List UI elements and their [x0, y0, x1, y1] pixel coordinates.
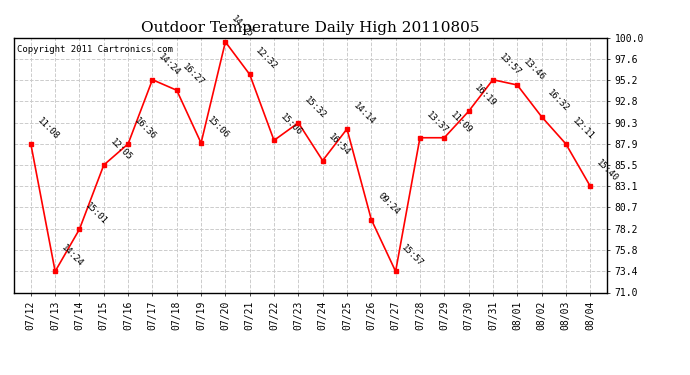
Text: 13:46: 13:46: [522, 57, 546, 82]
Text: 15:01: 15:01: [83, 201, 109, 226]
Text: 15:40: 15:40: [594, 158, 620, 183]
Text: 16:19: 16:19: [473, 83, 498, 109]
Text: 16:36: 16:36: [132, 116, 157, 141]
Text: 12:11: 12:11: [570, 116, 595, 141]
Text: 14:14: 14:14: [351, 101, 377, 126]
Text: 15:32: 15:32: [302, 94, 328, 120]
Text: 16:32: 16:32: [546, 88, 571, 114]
Text: 15:06: 15:06: [205, 115, 230, 140]
Title: Outdoor Temperature Daily High 20110805: Outdoor Temperature Daily High 20110805: [141, 21, 480, 35]
Text: 11:08: 11:08: [35, 116, 60, 141]
Text: 16:54: 16:54: [327, 132, 352, 158]
Text: 14:24: 14:24: [157, 51, 182, 77]
Text: 13:37: 13:37: [424, 110, 449, 135]
Text: 12:32: 12:32: [254, 46, 279, 72]
Text: 14:24: 14:24: [59, 243, 85, 268]
Text: 12:05: 12:05: [108, 137, 133, 162]
Text: 09:24: 09:24: [375, 191, 401, 217]
Text: 11:09: 11:09: [448, 110, 474, 135]
Text: 13:57: 13:57: [497, 51, 522, 77]
Text: Copyright 2011 Cartronics.com: Copyright 2011 Cartronics.com: [17, 45, 172, 54]
Text: 15:57: 15:57: [400, 243, 425, 268]
Text: 16:27: 16:27: [181, 62, 206, 87]
Text: 14:25: 14:25: [230, 14, 255, 39]
Text: 15:06: 15:06: [278, 112, 304, 138]
